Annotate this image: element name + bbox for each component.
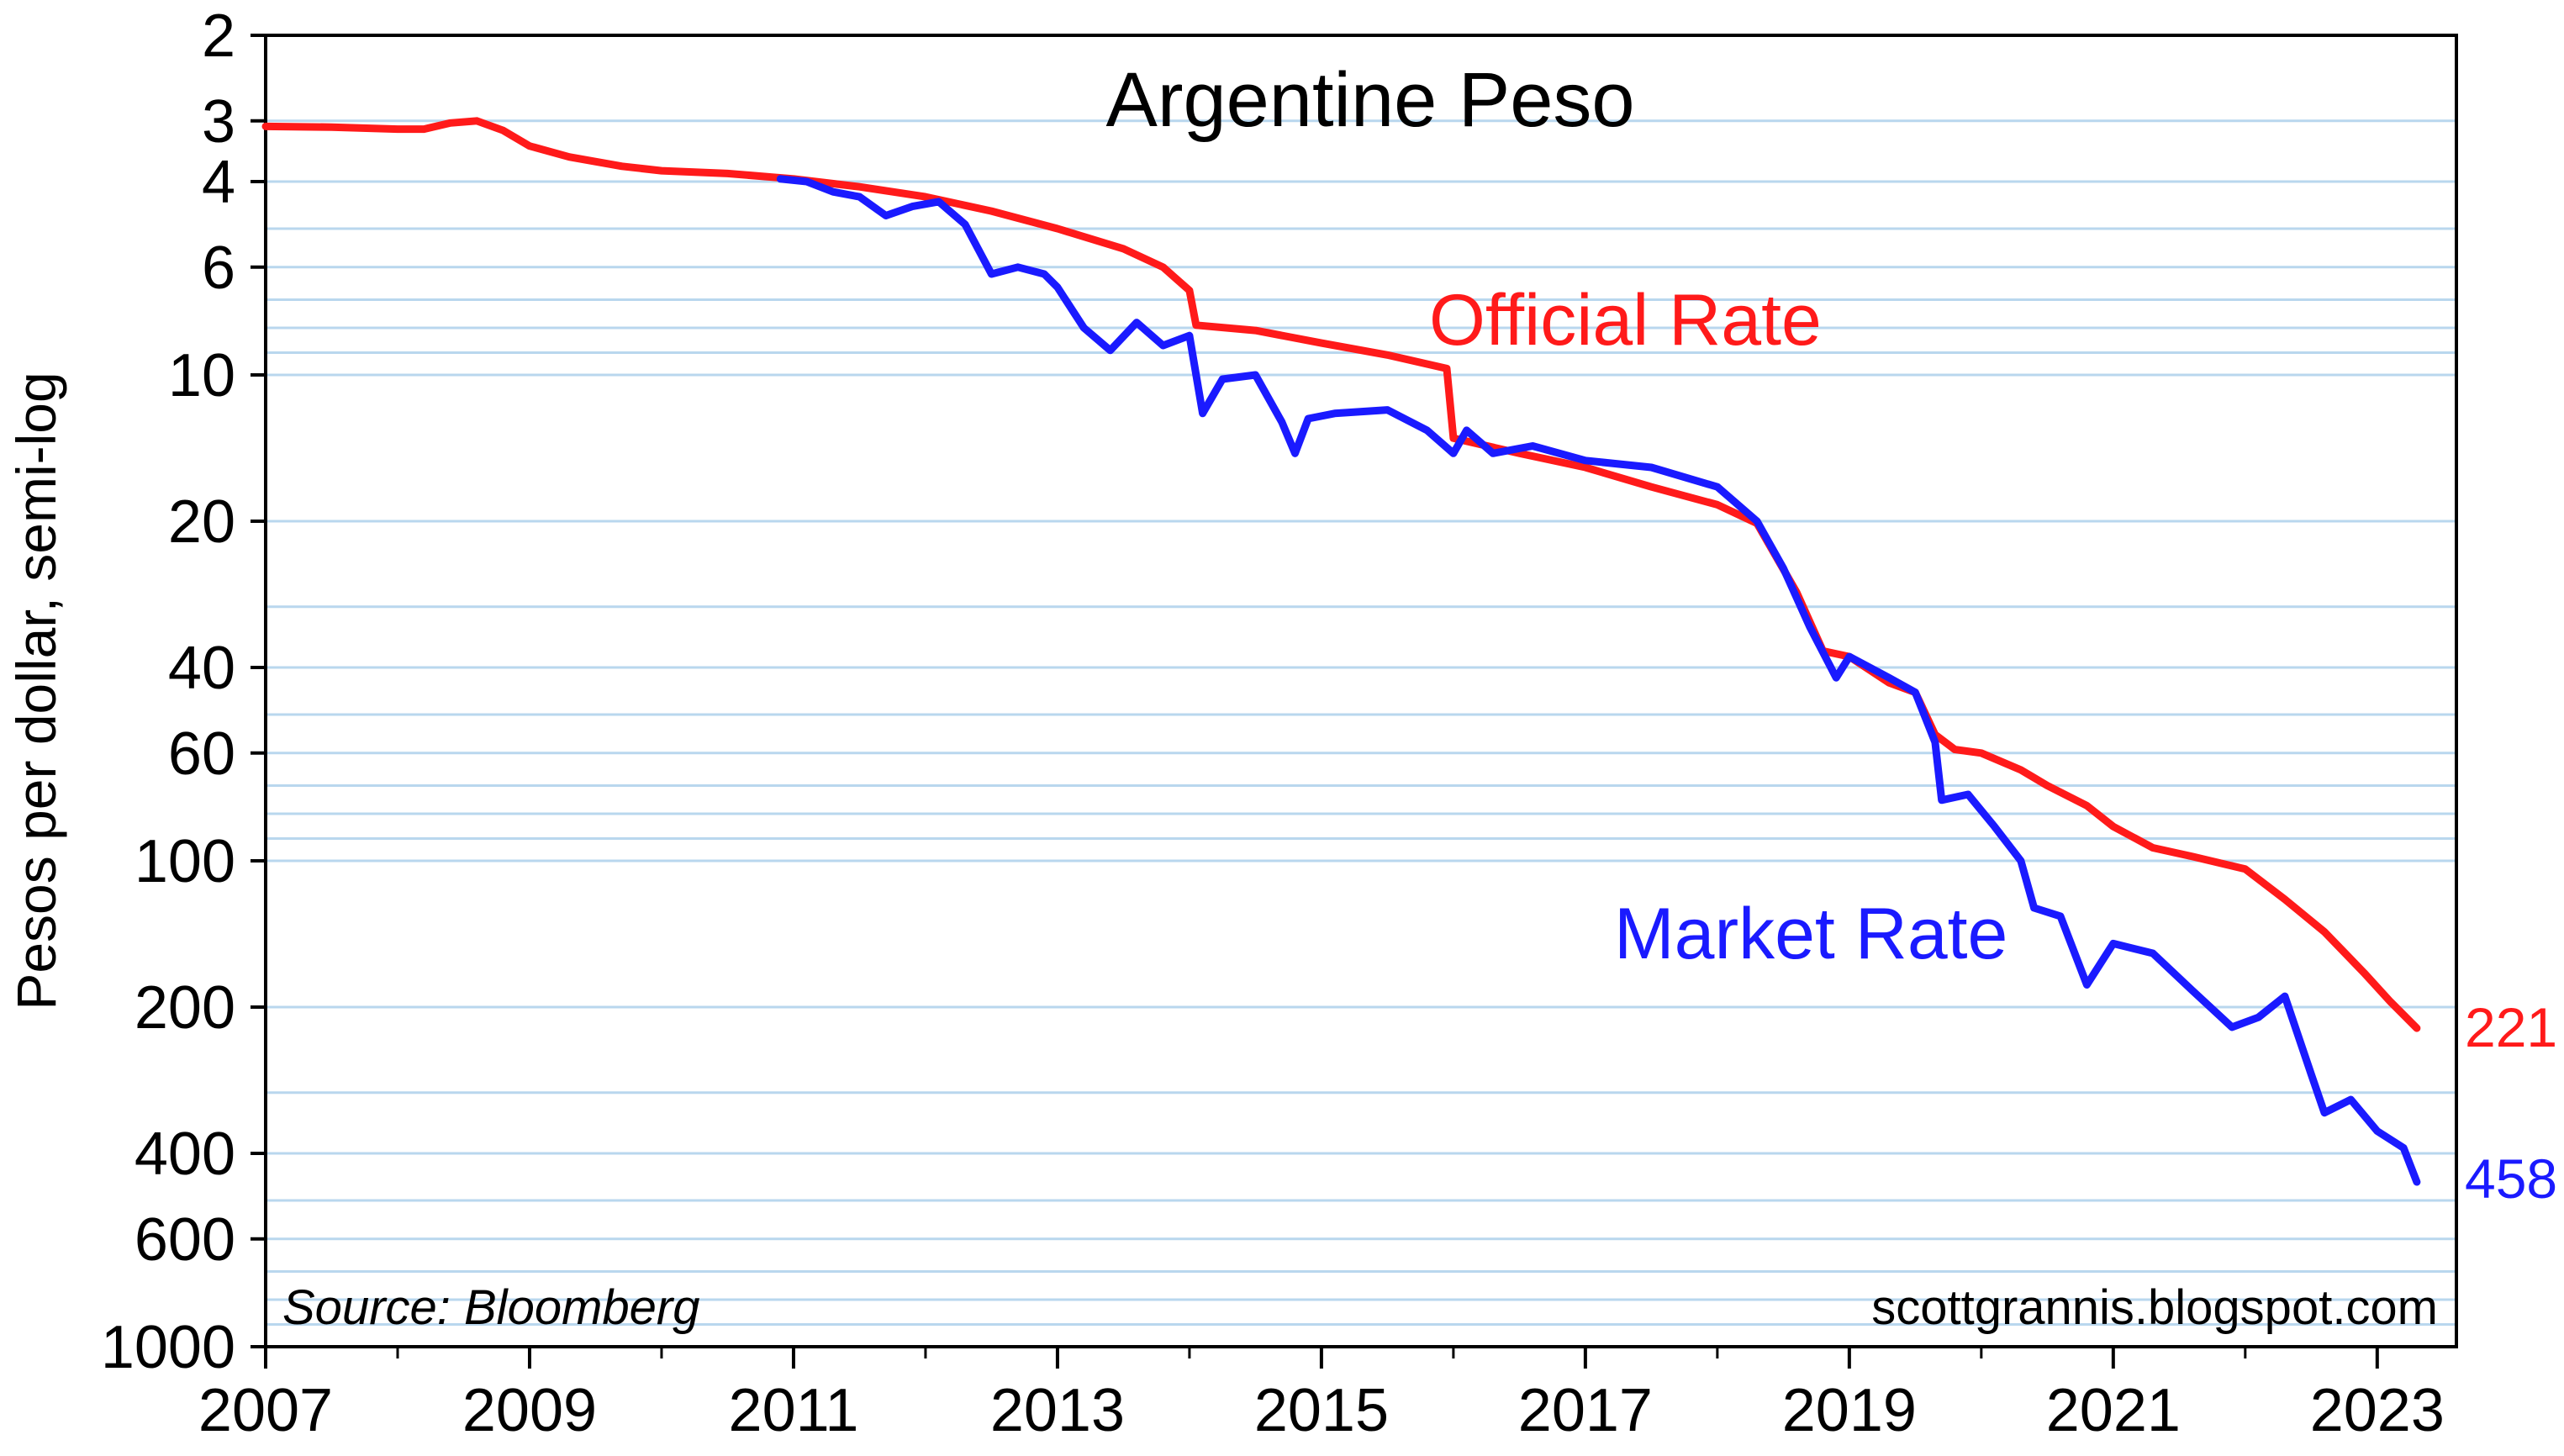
- x-tick-label: 2019: [1782, 1377, 1917, 1444]
- y-tick-label: 100: [135, 828, 235, 895]
- plot-background: [266, 35, 2456, 1347]
- x-tick-label: 2023: [2310, 1377, 2445, 1444]
- series-label-official-rate: Official Rate: [1429, 280, 1822, 361]
- y-tick-label: 60: [168, 720, 235, 788]
- y-tick-label: 600: [135, 1206, 235, 1274]
- y-tick-label: 40: [168, 635, 235, 702]
- y-tick-label: 200: [135, 974, 235, 1042]
- series-label-market-rate: Market Rate: [1614, 894, 2007, 974]
- x-tick-label: 2011: [729, 1377, 859, 1444]
- end-label-official-rate: 221: [2465, 996, 2557, 1058]
- series-lines: [261, 117, 2421, 1186]
- y-tick-label: 10: [168, 342, 235, 409]
- gridlines: [266, 34, 2456, 1327]
- y-axis-label: Pesos per dollar, semi-log: [5, 372, 67, 1010]
- y-tick-label: 3: [202, 88, 235, 156]
- x-tick-label: 2009: [462, 1377, 597, 1444]
- plot-frame: [264, 34, 2458, 1348]
- watermark: scottgrannis.blogspot.com: [1871, 1280, 2438, 1335]
- x-tick-label: 2017: [1518, 1377, 1653, 1444]
- y-tick-label: 1000: [101, 1314, 235, 1381]
- y-tick-label: 20: [168, 488, 235, 556]
- x-tick-label: 2021: [2046, 1377, 2181, 1444]
- series-line-official-rate: [261, 117, 2421, 1032]
- y-tick-label: 6: [202, 235, 235, 302]
- y-axis: 2 34 6 10 20 40 60 100 200 400 600 1000: [101, 3, 266, 1381]
- chart-title: Argentine Peso: [1105, 57, 1634, 143]
- x-tick-label: 2013: [990, 1377, 1125, 1444]
- x-axis: 2007 2009 2011 2013 2015 2017 2019 2021 2023: [198, 1347, 2445, 1444]
- y-tick-label: 4: [202, 149, 235, 216]
- y-tick-label: 400: [135, 1121, 235, 1188]
- x-tick-label: 2015: [1254, 1377, 1389, 1444]
- end-label-market-rate: 458: [2465, 1147, 2557, 1210]
- source-note: Source: Bloomberg: [282, 1280, 699, 1335]
- series-line-market-rate: [776, 175, 2421, 1186]
- y-tick-label: 2: [202, 3, 235, 70]
- x-tick-label: 2007: [198, 1377, 333, 1444]
